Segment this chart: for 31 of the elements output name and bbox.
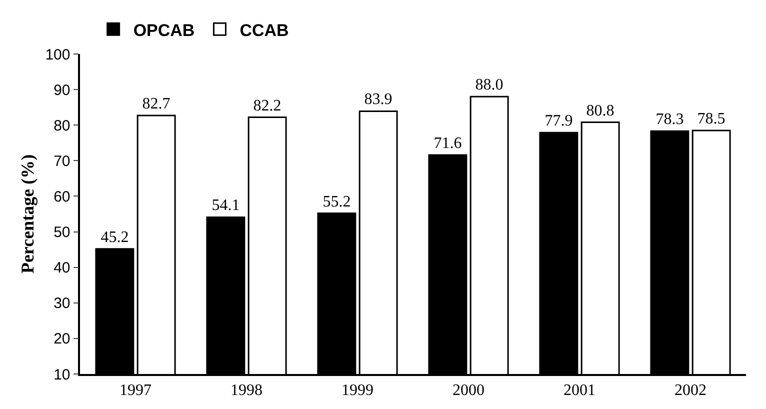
data-label: 88.0: [475, 76, 504, 94]
data-label: 78.5: [697, 110, 726, 128]
data-label: 45.2: [100, 228, 129, 246]
data-label: 71.6: [434, 134, 462, 152]
data-label: 54.1: [212, 197, 240, 214]
y-tick-label: 10: [54, 366, 70, 384]
data-label: 82.2: [253, 97, 282, 114]
data-label: 78.3: [656, 111, 684, 128]
y-tick-label: 80: [54, 117, 70, 134]
y-tick-label: 20: [54, 330, 70, 348]
data-label: 83.9: [364, 91, 392, 108]
y-tick-label: 60: [54, 188, 70, 206]
y-tick-label: 100: [45, 46, 70, 64]
y-tick-label: 40: [54, 260, 70, 277]
data-label: 77.9: [544, 112, 573, 130]
y-tick-label: 90: [54, 82, 70, 99]
data-label: 55.2: [322, 193, 351, 210]
y-tick-label: 50: [54, 224, 70, 242]
legend-label: OPCAB: [133, 20, 195, 40]
legend-label: CCAB: [240, 20, 289, 40]
x-tick-label: 2002: [674, 382, 706, 399]
x-tick-label: 1998: [230, 382, 262, 399]
x-tick-label: 1999: [342, 382, 374, 399]
data-label: 80.8: [586, 102, 614, 120]
y-tick-label: 30: [54, 295, 70, 312]
x-tick-label: 2001: [564, 382, 596, 399]
x-tick-label: 2000: [452, 382, 484, 399]
x-tick-label: 1997: [120, 382, 152, 399]
y-tick-label: 70: [54, 152, 70, 170]
data-label: 82.7: [142, 96, 170, 113]
y-axis-title: Percentage (%): [18, 154, 38, 274]
